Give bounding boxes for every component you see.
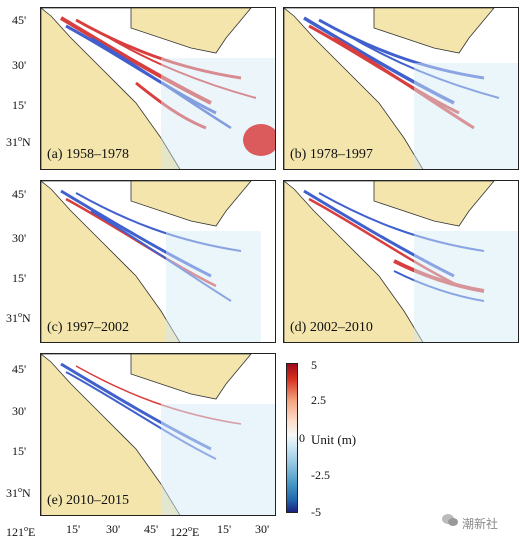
- lat-tick-30-row2: 30': [12, 231, 27, 245]
- lon-tick-15b: 15': [217, 522, 232, 536]
- map-panel-d: (d) 2002–2010: [283, 180, 519, 343]
- colorbar-tick-neg-5: -5: [311, 505, 321, 519]
- panel-label-d: (d) 2002–2010: [290, 320, 373, 335]
- map-d: [284, 181, 518, 342]
- map-panel-c: (c) 1997–2002: [40, 180, 276, 343]
- land-south: [41, 8, 181, 169]
- depth-change-field: [59, 16, 275, 169]
- lat-tick-15-col1: 15': [12, 98, 27, 112]
- map-panel-b: (b) 1978–1997: [283, 7, 519, 170]
- panel-label-c: (c) 1997–2002: [47, 320, 130, 335]
- lat-tick-31n-col1: 31oN: [6, 134, 31, 149]
- land-south: [284, 181, 424, 342]
- lat-tick-30-col1: 30': [12, 58, 27, 72]
- colorbar-gradient: [286, 363, 298, 513]
- land-north: [41, 181, 252, 227]
- lon-tick-122e: 122oE: [170, 524, 200, 539]
- lat-tick-45-row3: 45': [12, 362, 27, 376]
- lon-tick-45a: 45': [144, 522, 159, 536]
- colorbar-unit-label: Unit (m): [311, 432, 357, 447]
- map-a: [41, 8, 275, 169]
- lon-tick-121e: 121oE: [6, 524, 36, 539]
- colorbar-tick-2-5: 2.5: [311, 393, 326, 407]
- watermark-text: 潮新社: [462, 517, 499, 531]
- lat-tick-31n-row2: 31oN: [6, 310, 31, 325]
- lon-tick-30b: 30': [255, 522, 270, 536]
- land-south: [284, 8, 424, 169]
- land-north: [41, 8, 252, 54]
- lon-tick-15a: 15': [66, 522, 81, 536]
- colorbar-tick-neg-2-5: -2.5: [311, 468, 330, 482]
- land-north: [41, 354, 252, 400]
- lat-tick-30-row3: 30': [12, 404, 27, 418]
- depth-change-field: [60, 189, 261, 342]
- lon-tick-30a: 30': [106, 522, 121, 536]
- map-panel-e: (e) 2010–2015: [40, 353, 276, 516]
- lat-tick-45-row2: 45': [12, 187, 27, 201]
- lat-tick-15-row2: 15': [12, 271, 27, 285]
- map-e: [41, 354, 275, 515]
- land-north: [284, 181, 495, 227]
- wechat-icon: [442, 514, 458, 526]
- land-south: [41, 354, 181, 515]
- panel-label-a: (a) 1958–1978: [47, 147, 130, 162]
- depth-change-field: [303, 16, 518, 169]
- depth-change-field: [60, 362, 275, 515]
- colorbar: [286, 363, 298, 513]
- land-south: [41, 181, 181, 342]
- colorbar-tick-5: 5: [311, 358, 317, 372]
- map-b: [284, 8, 518, 169]
- land-north: [284, 8, 495, 54]
- lat-tick-15-row3: 15': [12, 444, 27, 458]
- colorbar-tick-0: 0: [299, 431, 305, 445]
- lat-tick-31n-row3: 31oN: [6, 485, 31, 500]
- panel-label-e: (e) 2010–2015: [47, 493, 130, 508]
- depth-change-field: [303, 189, 518, 342]
- map-c: [41, 181, 261, 342]
- map-panel-a: (a) 1958–1978: [40, 7, 276, 170]
- lat-tick-45-col1: 45': [12, 13, 27, 27]
- panel-label-b: (b) 1978–1997: [290, 147, 373, 162]
